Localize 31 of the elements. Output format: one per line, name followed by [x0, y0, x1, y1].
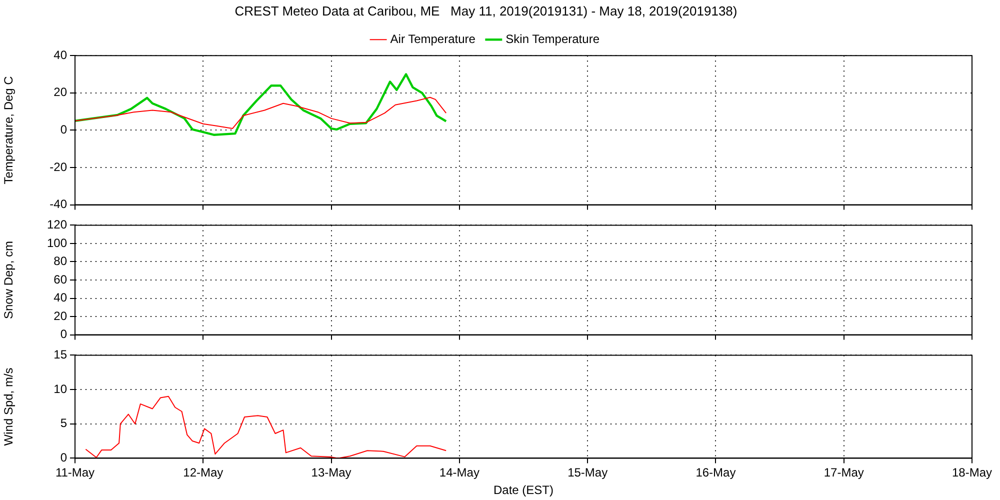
y-tick-label: -40: [50, 197, 68, 212]
x-axis-title: Date (EST): [493, 483, 554, 498]
y-tick-label: 40: [54, 48, 68, 62]
x-tick-label: 15-May: [568, 466, 608, 480]
legend-label: Air Temperature: [390, 32, 476, 46]
x-tick-label: 12-May: [183, 466, 224, 480]
y-tick-label: -20: [50, 160, 68, 174]
x-tick-label: 14-May: [439, 466, 480, 480]
x-tick-label: 18-May: [952, 466, 992, 480]
y-tick-label: 0: [60, 122, 68, 137]
y-tick-label: 0: [60, 327, 68, 342]
y-axis-title: Wind Spd, m/s: [2, 368, 16, 446]
y-tick-label: 10: [54, 382, 68, 396]
x-tick-label: 16-May: [696, 466, 736, 480]
y-tick-label: 40: [54, 290, 68, 305]
y-axis-title: Temperature, Deg C: [2, 76, 16, 184]
y-tick-label: 5: [60, 416, 68, 430]
y-tick-label: 100: [46, 236, 68, 250]
y-axis-title: Snow Dep, cm: [2, 240, 16, 320]
chart-title: CREST Meteo Data at Caribou, ME May 11, 2019(2019131) - May 18, 2019(2019138): [234, 3, 738, 18]
y-tick-label: 120: [46, 218, 68, 232]
y-tick-label: 60: [54, 272, 68, 286]
y-tick-label: 15: [54, 348, 68, 362]
legend-label: Skin Temperature: [506, 32, 600, 46]
x-tick-label: 13-May: [311, 466, 352, 480]
x-tick-label: 17-May: [824, 466, 864, 480]
x-tick-label: 11-May: [55, 466, 95, 480]
y-tick-label: 20: [54, 308, 68, 323]
y-tick-label: 80: [54, 254, 68, 268]
y-tick-label: 20: [54, 85, 68, 100]
y-tick-label: 0: [60, 450, 68, 465]
